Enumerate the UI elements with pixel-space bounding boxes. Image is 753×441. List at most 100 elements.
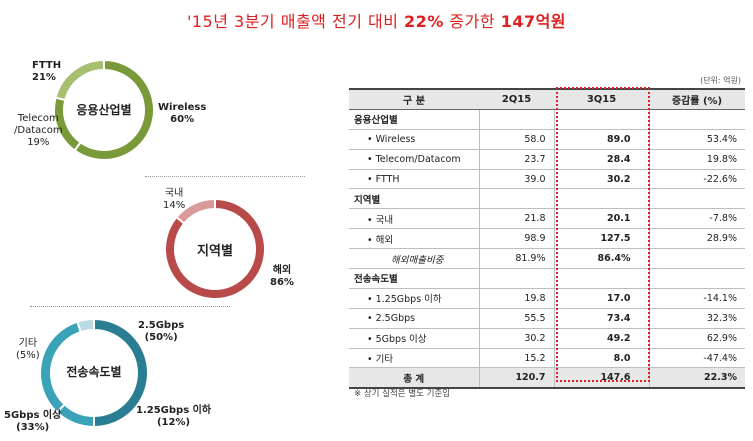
cell-3q15: [553, 109, 649, 130]
title-mid: 증가한: [443, 12, 501, 31]
donut1-center-label: 응용산업별: [76, 103, 132, 117]
label-telecom: Telecom /Datacom 19%: [14, 113, 63, 148]
row-label: • 5Gbps 이상: [349, 328, 479, 349]
table-row: • 5Gbps 이상 30.2 49.2 62.9%: [349, 328, 745, 349]
label-domestic: 국내 14%: [163, 188, 186, 211]
cell-2q15: 19.8: [478, 288, 554, 309]
table-row: • 기타 15.2 8.0 -47.4%: [349, 348, 745, 369]
donut-chart-application: [53, 58, 155, 161]
cell-change: -22.6%: [648, 169, 745, 190]
table-row: • 해외 98.9 127.5 28.9%: [349, 228, 745, 250]
footnote: ※ 상기 실적은 별도 기준임: [354, 389, 451, 399]
table-row: • 국내 21.8 20.1 -7.8%: [349, 208, 745, 230]
cell-change: 28.9%: [648, 228, 745, 250]
cell-change: 32.3%: [648, 308, 745, 329]
donut-chart-speed: [39, 317, 149, 429]
header-2q15: 2Q15: [479, 87, 554, 110]
cell-3q15: 8.0: [553, 348, 649, 369]
unit-label: (단위: 억원): [700, 76, 741, 85]
cell-3q15: 49.2: [553, 328, 649, 349]
page-title: '15년 3분기 매출액 전기 대비 22% 증가한 147억원: [0, 8, 753, 32]
row-label: • Telecom/Datacom: [349, 149, 479, 170]
table-total-row: 총 계 120.7 147.6 22.3%: [349, 367, 745, 390]
table-row: • Telecom/Datacom 23.7 28.4 19.8%: [349, 149, 745, 170]
table-body: 응용산업별 • Wireless 58.0 89.0 53.4% • Telecom/Da…: [349, 109, 745, 390]
cell-change: 62.9%: [648, 328, 745, 349]
label-ftth: FTTH 21%: [32, 60, 62, 83]
row-label: 전송속도별: [349, 268, 479, 289]
table-row: • FTTH 39.0 30.2 -22.6%: [349, 169, 745, 190]
cell-change: -7.8%: [648, 208, 745, 230]
slice-ftth: [54, 58, 105, 102]
sales-table: 구 분 2Q15 3Q15 증감률 (%) 응용산업별 • Wireless 58.…: [349, 87, 745, 390]
row-label: • 기타: [349, 348, 479, 369]
cell-2q15: [478, 188, 554, 210]
donut3-center-label: 전송속도별: [66, 365, 122, 379]
label-overseas: 해외 86%: [270, 265, 294, 288]
cell-change: 53.4%: [648, 129, 745, 150]
cell-change: -14.1%: [648, 288, 745, 309]
cell-3q15: 73.4: [553, 308, 649, 329]
row-label: • 국내: [349, 208, 479, 230]
donut-chart-region: [164, 197, 266, 300]
cell-2q15: 15.2: [478, 348, 554, 369]
cell-2q15: 39.0: [478, 169, 554, 190]
title-pct: 22%: [404, 12, 444, 31]
cell-3q15: 127.5: [553, 228, 649, 250]
table-header-row: 구 분 2Q15 3Q15 증감률 (%): [349, 87, 745, 110]
table-row: 지역별: [349, 188, 745, 210]
cell-3q15: [553, 188, 649, 210]
cell-3q15: 86.4%: [553, 248, 649, 270]
title-amount: 147억원: [500, 12, 567, 31]
label-5gbps: 5Gbps 이상 (33%): [4, 410, 62, 433]
row-label: • 해외: [349, 228, 479, 250]
row-label: • 2.5Gbps: [349, 308, 479, 329]
cell-2q15: 81.9%: [478, 248, 554, 270]
title-prefix: '15년 3분기 매출액 전기 대비: [186, 12, 405, 31]
label-wireless: Wireless 60%: [158, 102, 207, 125]
row-label: • Wireless: [349, 129, 479, 150]
cell-change: [648, 188, 745, 210]
total-2q15: 120.7: [478, 367, 554, 390]
cell-change: [648, 268, 745, 289]
cell-3q15: 28.4: [553, 149, 649, 170]
header-3q15: 3Q15: [554, 87, 649, 110]
cell-2q15: 58.0: [478, 129, 554, 150]
header-category: 구 분: [349, 87, 479, 110]
cell-change: -47.4%: [648, 348, 745, 369]
cell-2q15: [478, 109, 554, 130]
cell-2q15: 98.9: [478, 228, 554, 250]
cell-2q15: 30.2: [478, 328, 554, 349]
header-change: 증감률 (%): [649, 87, 745, 110]
cell-change: [648, 248, 745, 270]
row-label: 해외매출비중: [349, 248, 479, 270]
divider-2: [30, 306, 230, 307]
cell-2q15: 21.8: [478, 208, 554, 230]
label-1-25gbps: 1.25Gbps 이하 (12%): [136, 405, 212, 428]
donut2-center-label: 지역별: [197, 244, 233, 259]
cell-3q15: 17.0: [553, 288, 649, 309]
total-label: 총 계: [349, 367, 479, 390]
total-change: 22.3%: [648, 367, 745, 390]
label-etc: 기타 (5%): [16, 338, 40, 361]
row-label: • 1.25Gbps 이하: [349, 288, 479, 309]
cell-change: [648, 109, 745, 130]
divider-1: [145, 176, 305, 177]
table-row: 응용산업별: [349, 109, 745, 130]
label-2-5gbps: 2.5Gbps (50%): [138, 320, 185, 343]
cell-change: 19.8%: [648, 149, 745, 170]
table-row: • 1.25Gbps 이하 19.8 17.0 -14.1%: [349, 288, 745, 309]
total-3q15: 147.6: [553, 367, 649, 390]
row-label: • FTTH: [349, 169, 479, 190]
slice-domestic: [175, 197, 216, 225]
row-label: 응용산업별: [349, 109, 479, 130]
cell-2q15: 23.7: [478, 149, 554, 170]
row-label: 지역별: [349, 188, 479, 210]
cell-2q15: 55.5: [478, 308, 554, 329]
cell-2q15: [478, 268, 554, 289]
slice-etc: [76, 317, 95, 334]
table-row: • 2.5Gbps 55.5 73.4 32.3%: [349, 308, 745, 329]
cell-3q15: 89.0: [553, 129, 649, 150]
cell-3q15: 20.1: [553, 208, 649, 230]
table-row: 전송속도별: [349, 268, 745, 289]
